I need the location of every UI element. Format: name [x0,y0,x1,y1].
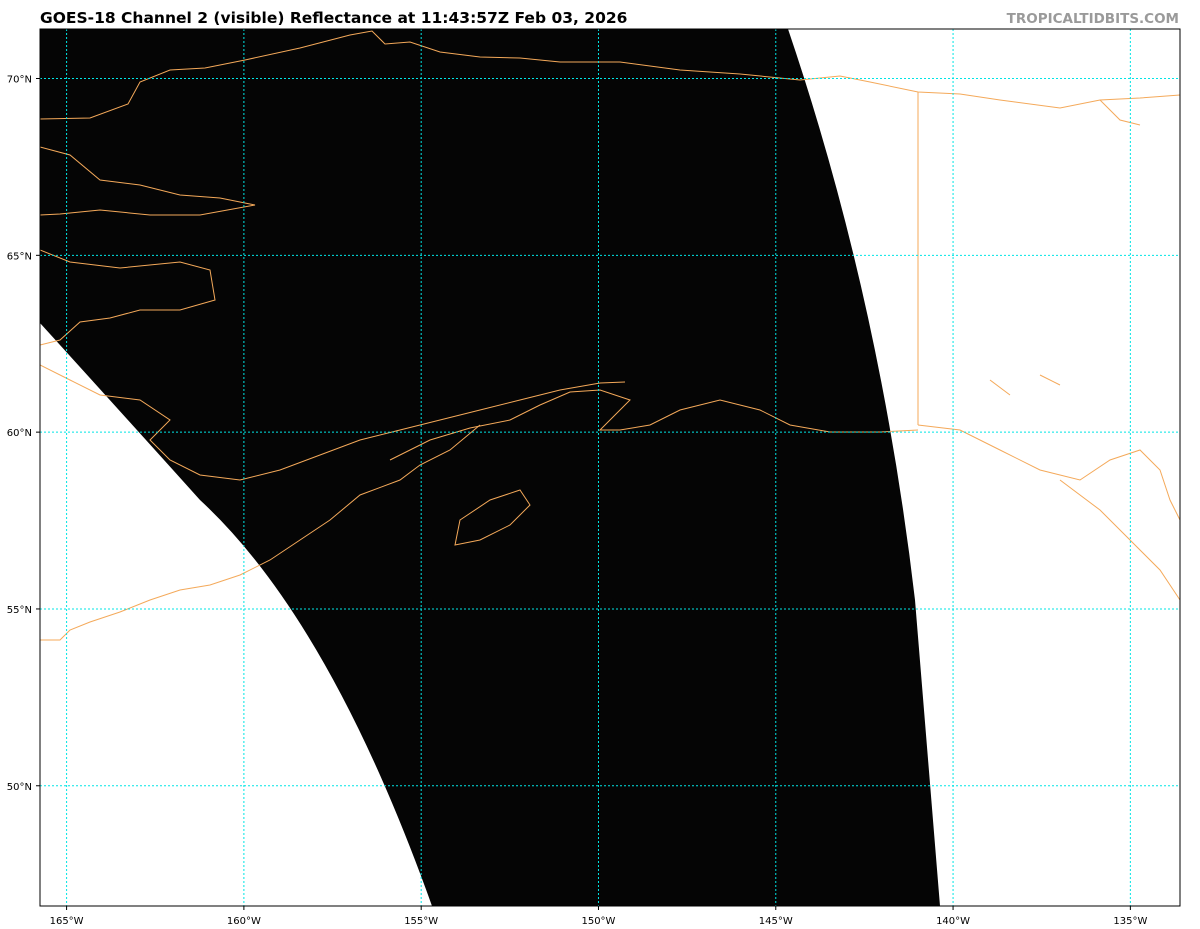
lon-tick-label: 165°W [50,916,84,927]
yukon-coast-islands [989,99,1141,396]
kodiak-island [454,489,531,546]
lat-tick-label: 60°N [7,428,32,439]
southeast-alaska-bc-coast [917,424,1180,601]
site-credit: TROPICALTIDBITS.COM [1006,11,1179,27]
lon-tick-label: 140°W [936,916,970,927]
lon-tick-label: 145°W [759,916,793,927]
map-title: GOES-18 Channel 2 (visible) Reflectance … [40,9,628,27]
coastlines [40,30,1180,641]
lat-tick-label: 55°N [7,605,32,616]
map-frame [39,28,1181,907]
lat-tick-label: 50°N [7,782,32,793]
alaska-west-coast [40,146,256,216]
lon-tick-label: 160°W [227,916,261,927]
lat-tick-label: 70°N [7,75,32,86]
kuskokwim-coast [40,364,626,481]
axis-ticks: 165°W 160°W 155°W 150°W 145°W 140°W 135°W 70°N 6… [7,75,1148,927]
alaska-north-coast [40,30,1180,120]
lat-tick-label: 65°N [7,251,32,262]
lon-tick-label: 155°W [404,916,438,927]
lon-tick-label: 150°W [581,916,615,927]
satellite-imagery-swath [40,29,940,906]
norton-sound [40,249,216,346]
cook-inlet-coast [389,389,919,461]
graticule [40,29,1180,906]
lon-tick-label: 135°W [1113,916,1147,927]
alaska-peninsula [40,424,481,641]
